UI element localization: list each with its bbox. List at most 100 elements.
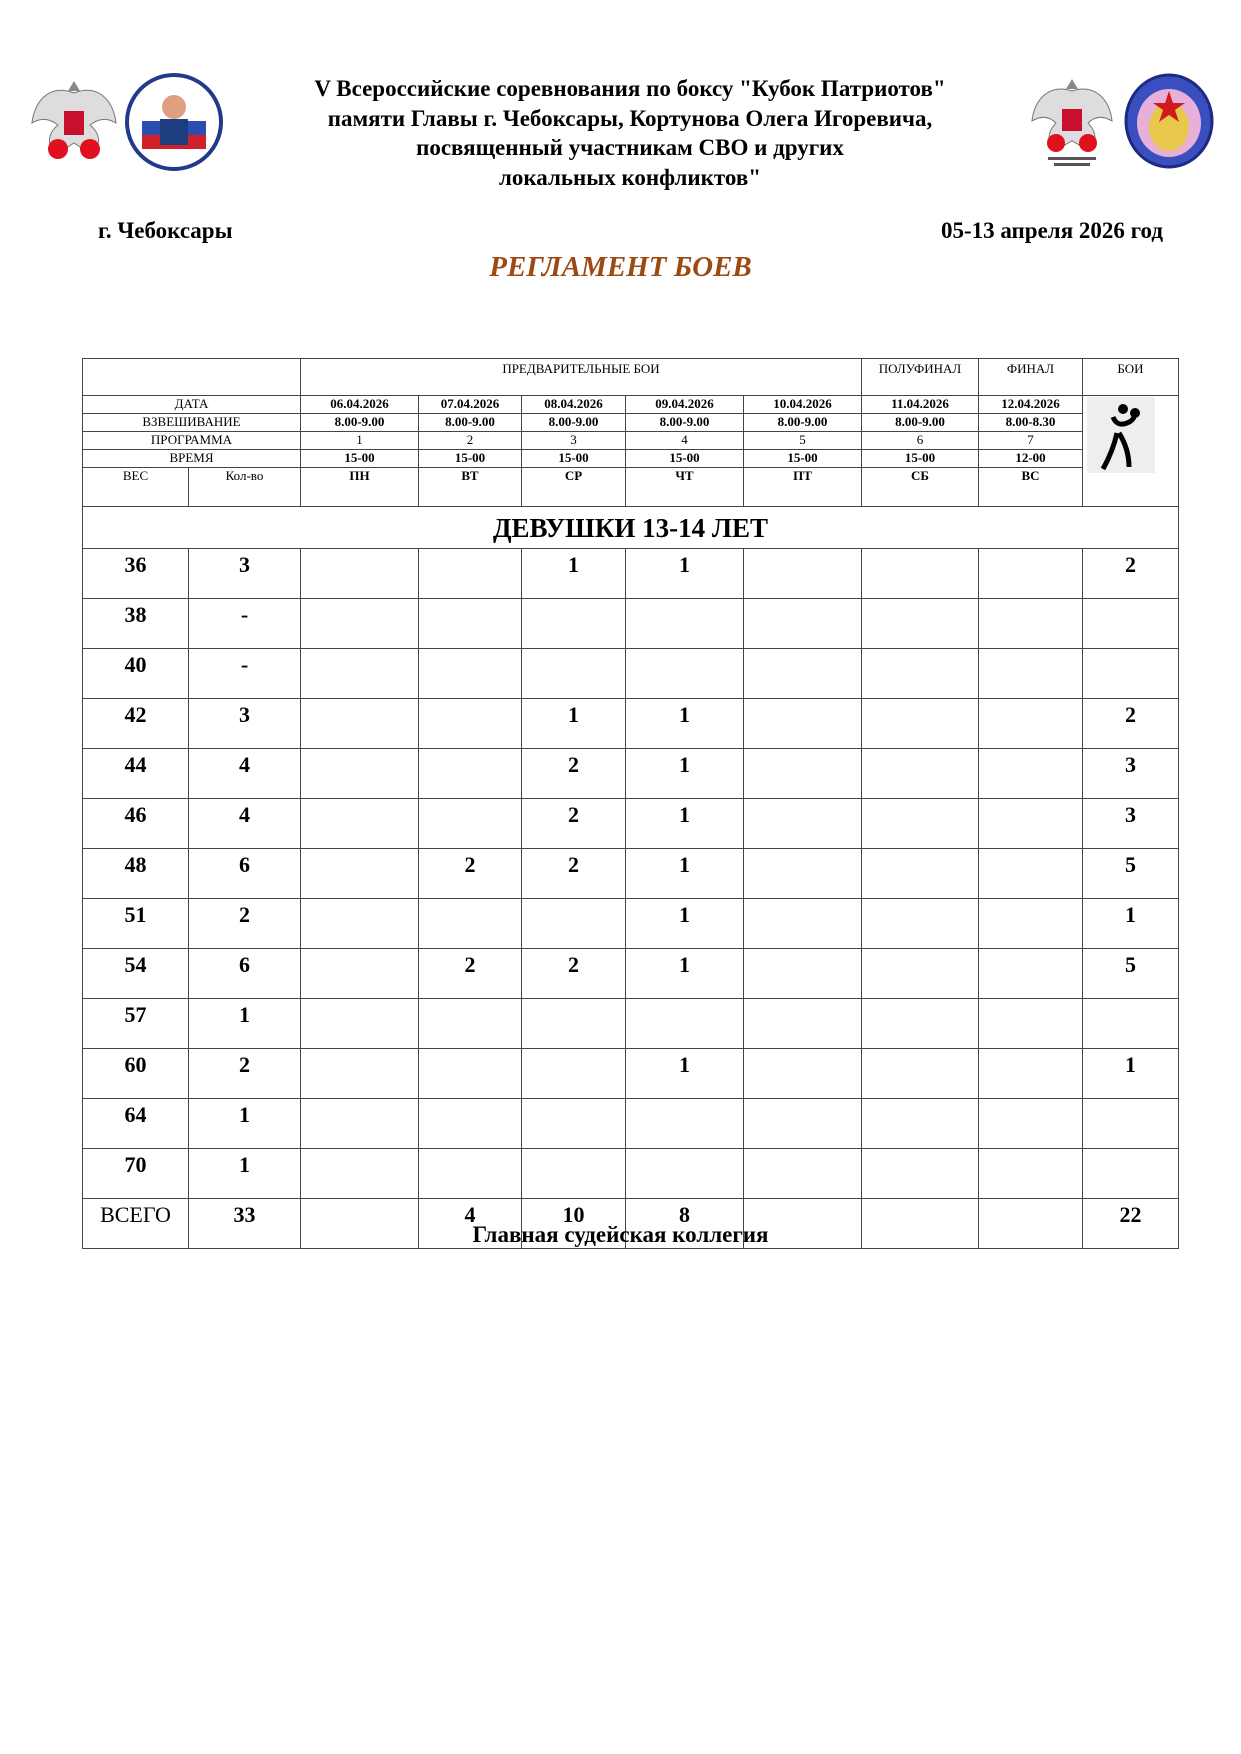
bouts-cell	[521, 998, 626, 1049]
bouts-cell	[625, 648, 744, 699]
count-cell: 1	[188, 1148, 301, 1199]
date-cell: 11.04.2026	[861, 395, 979, 414]
bouts-cell	[743, 1148, 862, 1199]
bouts-cell	[978, 598, 1083, 649]
table-row: 38-	[82, 598, 1179, 649]
stage-final: ФИНАЛ	[978, 358, 1083, 396]
count-cell: 3	[188, 548, 301, 599]
weight-cell: 57	[82, 998, 189, 1049]
label-weight: ВЕС	[82, 467, 189, 507]
bouts-cell	[978, 798, 1083, 849]
bouts-cell	[521, 898, 626, 949]
count-cell: 33	[188, 1198, 301, 1249]
table-row: 64 1	[82, 1098, 1179, 1149]
bouts-cell	[521, 1148, 626, 1199]
bouts-cell	[521, 648, 626, 699]
table-row: 48 6 2 2 1 5	[82, 848, 1179, 899]
count-cell: 2	[188, 1048, 301, 1099]
document-heading: РЕГЛАМЕНТ БОЕВ	[489, 251, 752, 283]
bouts-cell	[978, 748, 1083, 799]
weight-cell: 36	[82, 548, 189, 599]
weighing-cell: 8.00-9.00	[521, 413, 626, 432]
bouts-cell	[978, 698, 1083, 749]
bouts-cell	[300, 1148, 419, 1199]
bouts-cell	[418, 1148, 522, 1199]
bouts-cell	[978, 1198, 1083, 1249]
bouts-cell	[861, 1098, 979, 1149]
weight-cell: 54	[82, 948, 189, 999]
table-row: 54 6 2 2 1 5	[82, 948, 1179, 999]
bouts-cell	[300, 898, 419, 949]
bouts-cell	[861, 1048, 979, 1099]
count-cell: 6	[188, 848, 301, 899]
weekday-cell: ВТ	[418, 467, 522, 507]
bouts-cell	[418, 598, 522, 649]
chuvashia-boxing-federation-emblem-icon	[1031, 79, 1113, 166]
bouts-cell	[978, 898, 1083, 949]
bouts-cell	[625, 998, 744, 1049]
bouts-cell: 1	[625, 898, 744, 949]
bouts-cell: 4	[418, 1198, 522, 1249]
count-cell: 3	[188, 698, 301, 749]
bouts-cell	[743, 1048, 862, 1099]
schedule-table: ПРЕДВАРИТЕЛЬНЫЕ БОИ ПОЛУФИНАЛ ФИНАЛ БОИ …	[82, 358, 1179, 1249]
program-cell: 2	[418, 431, 522, 450]
count-cell: 4	[188, 798, 301, 849]
bouts-cell	[418, 1048, 522, 1099]
bouts-cell: 2	[1082, 548, 1179, 599]
title-line: памяти Главы г. Чебоксары, Кортунова Оле…	[327, 105, 933, 131]
bouts-cell	[1082, 598, 1179, 649]
bouts-cell	[861, 698, 979, 749]
bouts-cell: 1	[625, 798, 744, 849]
label-count: Кол-во	[188, 467, 301, 507]
weekday-cell: ПТ	[743, 467, 862, 507]
bouts-cell	[978, 998, 1083, 1049]
program-cell: 5	[743, 431, 862, 450]
bouts-cell	[978, 948, 1083, 999]
time-cell: 15-00	[625, 449, 744, 468]
time-cell: 12-00	[978, 449, 1083, 468]
date-cell: 07.04.2026	[418, 395, 522, 414]
weight-cell: 48	[82, 848, 189, 899]
bouts-cell	[521, 1098, 626, 1149]
count-cell: 6	[188, 948, 301, 999]
weight-cell: 60	[82, 1048, 189, 1099]
bouts-cell: 2	[521, 948, 626, 999]
bouts-cell: 5	[1082, 948, 1179, 999]
count-cell: -	[188, 598, 301, 649]
weight-cell: 51	[82, 898, 189, 949]
bouts-cell	[743, 998, 862, 1049]
weight-cell: 38	[82, 598, 189, 649]
bouts-cell	[861, 648, 979, 699]
bouts-cell	[300, 848, 419, 899]
time-cell: 15-00	[743, 449, 862, 468]
event-title: V Всероссийские соревнования по боксу "К…	[260, 74, 1000, 192]
bouts-cell	[418, 648, 522, 699]
bouts-cell	[300, 1098, 419, 1149]
weighing-cell: 8.00-9.00	[300, 413, 419, 432]
count-cell: 2	[188, 898, 301, 949]
date-cell: 06.04.2026	[300, 395, 419, 414]
weight-cell: 42	[82, 698, 189, 749]
bouts-cell: 5	[1082, 848, 1179, 899]
weight-cell: 44	[82, 748, 189, 799]
weekday-cell: ЧТ	[625, 467, 744, 507]
bouts-cell: 22	[1082, 1198, 1179, 1249]
program-cell: 1	[300, 431, 419, 450]
time-cell: 15-00	[418, 449, 522, 468]
bouts-cell	[418, 748, 522, 799]
bouts-cell	[861, 898, 979, 949]
bouts-cell: 8	[625, 1198, 744, 1249]
patriot-cup-logo-icon	[125, 73, 223, 171]
bouts-cell: 1	[625, 848, 744, 899]
bouts-cell: 2	[418, 848, 522, 899]
date-cell: 12.04.2026	[978, 395, 1083, 414]
stage-bouts: БОИ	[1082, 358, 1179, 396]
bouts-cell	[978, 648, 1083, 699]
weekday-cell: СБ	[861, 467, 979, 507]
bouts-cell	[1082, 998, 1179, 1049]
bouts-cell: 1	[521, 548, 626, 599]
bouts-cell	[743, 948, 862, 999]
label-weighing: ВЗВЕШИВАНИЕ	[82, 413, 301, 432]
